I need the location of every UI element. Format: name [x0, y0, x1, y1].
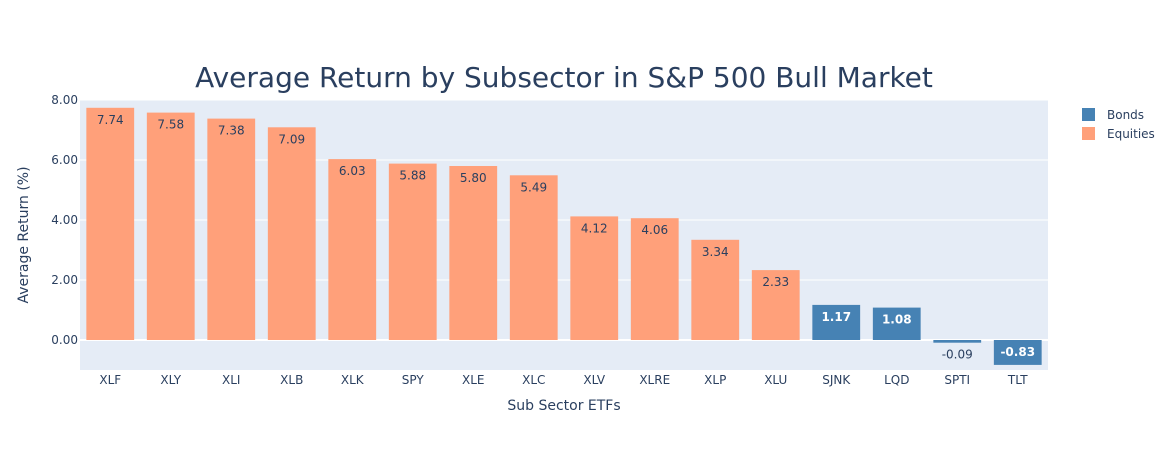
- bar-value-labels: 7.74 7.58 7.38 7.09 6.03 5.88 5.80 5.49 4.12 4.06…: [97, 113, 1035, 362]
- x-tick-label: SPTI: [944, 373, 970, 387]
- x-tick-label: XLB: [280, 373, 303, 387]
- chart-title: Average Return by Subsector in S&P 500 B…: [195, 61, 933, 94]
- bar-xlre[interactable]: [630, 218, 679, 340]
- bar-xly[interactable]: [146, 112, 195, 340]
- x-tick-label: XLF: [99, 373, 121, 387]
- y-tick-label: 0.00: [51, 333, 78, 347]
- x-tick-label: XLK: [341, 373, 365, 387]
- bar-xli[interactable]: [207, 118, 256, 340]
- x-tick-label: XLI: [222, 373, 240, 387]
- bar-lqd[interactable]: [872, 307, 921, 340]
- x-axis-ticks: XLF XLY XLI XLB XLK SPY XLE XLC XLV XLRE XLP XLU SJN…: [99, 373, 1028, 387]
- bar-xlp[interactable]: [691, 239, 740, 340]
- x-tick-label: XLE: [462, 373, 485, 387]
- bar-value-label: 2.33: [762, 275, 789, 289]
- bar-xlk[interactable]: [328, 159, 377, 340]
- bar-value-label: 7.38: [218, 124, 245, 138]
- bars: [86, 107, 1042, 365]
- y-tick-label: 4.00: [51, 213, 78, 227]
- legend-swatch-bonds[interactable]: [1082, 108, 1095, 121]
- bar-value-label: -0.83: [1000, 345, 1035, 359]
- x-tick-label: XLV: [583, 373, 606, 387]
- bar-spti[interactable]: [933, 340, 982, 343]
- bar-value-label: 4.06: [641, 223, 668, 237]
- bar-value-label: 7.58: [157, 118, 184, 132]
- bar-xlu[interactable]: [751, 270, 800, 340]
- bar-value-label: 1.08: [882, 313, 912, 327]
- legend-swatch-equities[interactable]: [1082, 127, 1095, 140]
- bar-xlb[interactable]: [267, 127, 316, 340]
- y-tick-label: 6.00: [51, 153, 78, 167]
- bar-value-label: 3.34: [702, 245, 729, 259]
- x-tick-label: XLRE: [639, 373, 670, 387]
- bar-value-label: 7.74: [97, 113, 124, 127]
- bar-value-label: 1.17: [821, 310, 851, 324]
- x-tick-label: XLY: [160, 373, 181, 387]
- bar-value-label: 4.12: [581, 221, 608, 235]
- legend-label-bonds[interactable]: Bonds: [1107, 108, 1144, 122]
- bar-xlc[interactable]: [509, 175, 558, 340]
- x-tick-label: XLC: [522, 373, 545, 387]
- legend-label-equities[interactable]: Equities: [1107, 127, 1155, 141]
- x-axis-title: Sub Sector ETFs: [507, 398, 620, 414]
- x-tick-label: XLU: [764, 373, 787, 387]
- bar-spy[interactable]: [388, 163, 437, 340]
- legend[interactable]: Bonds Equities: [1082, 108, 1155, 141]
- bar-value-label: 5.49: [520, 180, 547, 194]
- y-tick-label: 2.00: [51, 273, 78, 287]
- bar-xlv[interactable]: [570, 216, 619, 340]
- y-tick-label: 8.00: [51, 93, 78, 107]
- x-tick-label: TLT: [1007, 373, 1028, 387]
- bar-value-label: 6.03: [339, 164, 366, 178]
- bar-xlf[interactable]: [86, 107, 135, 340]
- bar-sjnk[interactable]: [812, 304, 861, 340]
- bar-value-label: 5.88: [399, 169, 426, 183]
- bar-value-label: -0.09: [942, 348, 973, 362]
- x-tick-label: SJNK: [822, 373, 851, 387]
- x-tick-label: LQD: [884, 373, 909, 387]
- bar-value-label: 5.80: [460, 171, 487, 185]
- bar-xle[interactable]: [449, 166, 498, 340]
- y-axis-ticks: 0.00 2.00 4.00 6.00 8.00: [51, 93, 78, 347]
- bar-value-label: 7.09: [278, 132, 305, 146]
- y-axis-title: Average Return (%): [16, 166, 32, 303]
- bar-tlt[interactable]: [993, 340, 1042, 365]
- x-tick-label: XLP: [704, 373, 726, 387]
- x-tick-label: SPY: [402, 373, 425, 387]
